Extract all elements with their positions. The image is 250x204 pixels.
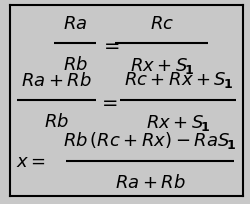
Text: $\mathit{Rc} + \mathit{Rx} + S_{\!\mathbf{1}}$: $\mathit{Rc} + \mathit{Rx} + S_{\!\mathb…	[123, 70, 232, 90]
Text: $\mathit{Rb}\,(\mathit{Rc} + \mathit{Rx}) - \mathit{Ra}S_{\!\mathbf{1}}$: $\mathit{Rb}\,(\mathit{Rc} + \mathit{Rx}…	[63, 130, 236, 150]
Text: $=$: $=$	[100, 35, 120, 53]
Text: $\mathit{Rb}$: $\mathit{Rb}$	[62, 55, 88, 73]
Text: $\mathit{Rx} + S_{\!\mathbf{1}}$: $\mathit{Rx} + S_{\!\mathbf{1}}$	[145, 112, 210, 132]
Text: $\mathit{Rx} + S_{\!\mathbf{1}}$: $\mathit{Rx} + S_{\!\mathbf{1}}$	[129, 55, 193, 75]
Text: $=$: $=$	[98, 92, 118, 110]
Text: $\mathit{Ra} + \mathit{Rb}$: $\mathit{Ra} + \mathit{Rb}$	[21, 72, 92, 90]
Text: $x = $: $x = $	[16, 153, 46, 171]
Text: $\mathit{Rc}$: $\mathit{Rc}$	[149, 15, 173, 33]
Text: $\mathit{Ra} + \mathit{Rb}$: $\mathit{Ra} + \mathit{Rb}$	[114, 173, 185, 191]
Text: $\mathit{Rb}$: $\mathit{Rb}$	[44, 112, 69, 130]
Text: $\mathit{Ra}$: $\mathit{Ra}$	[63, 15, 87, 33]
